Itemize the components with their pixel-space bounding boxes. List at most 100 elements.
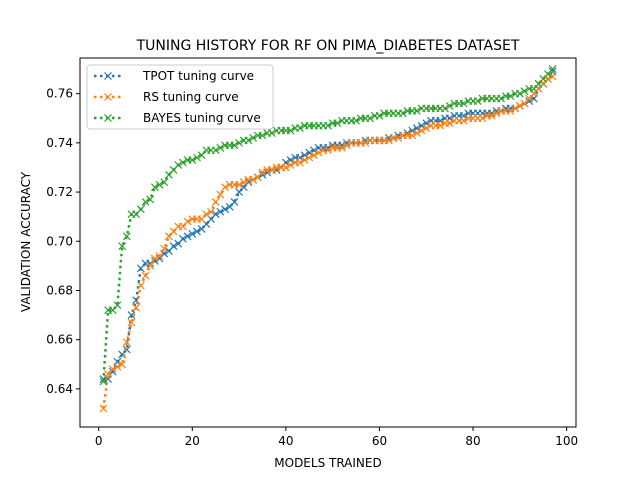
- data-point: [398, 109, 407, 118]
- data-point: [202, 210, 211, 219]
- x-tick-label: 80: [465, 434, 480, 448]
- series-2: [99, 65, 557, 386]
- data-point: [249, 134, 258, 142]
- data-point: [132, 303, 141, 312]
- data-point: [342, 141, 351, 150]
- legend-label: RS tuning curve: [143, 90, 239, 104]
- data-point: [361, 138, 370, 147]
- data-point: [188, 156, 197, 165]
- data-point: [506, 92, 515, 101]
- y-axis-label: VALIDATION ACCURACY: [19, 171, 33, 312]
- x-tick-label: 0: [95, 434, 103, 448]
- data-point: [108, 365, 117, 374]
- data-point: [127, 311, 136, 319]
- data-point: [221, 183, 229, 192]
- data-point: [324, 146, 332, 155]
- data-point: [113, 362, 122, 371]
- data-point: [473, 97, 482, 105]
- data-point: [216, 207, 225, 216]
- legend-label: BAYES tuning curve: [143, 111, 261, 125]
- data-point: [324, 121, 332, 130]
- data-point: [113, 301, 122, 310]
- data-point: [160, 244, 169, 253]
- data-point: [300, 156, 309, 165]
- data-point: [146, 261, 155, 270]
- x-tick-label: 100: [555, 434, 578, 448]
- data-point: [445, 102, 454, 110]
- data-point: [216, 143, 225, 152]
- data-point: [258, 131, 267, 140]
- data-point: [412, 129, 421, 137]
- x-axis-label: MODELS TRAINED: [274, 456, 381, 470]
- data-point: [459, 99, 468, 108]
- data-point: [136, 205, 145, 214]
- data-point: [193, 153, 201, 162]
- x-tick-label: 20: [185, 434, 200, 448]
- data-point: [127, 318, 136, 327]
- legend-box: [86, 64, 274, 130]
- data-point: [492, 109, 501, 118]
- data-point: [174, 161, 183, 169]
- data-point: [211, 210, 220, 219]
- data-point: [459, 116, 468, 125]
- data-point: [366, 114, 375, 123]
- legend-entry: TPOT tuning curve: [94, 69, 254, 83]
- data-point: [122, 345, 131, 354]
- legend-entry: RS tuning curve: [94, 90, 239, 104]
- data-point: [267, 166, 276, 174]
- x-tick-label: 40: [278, 434, 293, 448]
- data-point: [296, 158, 304, 167]
- data-point: [417, 126, 426, 135]
- y-tick-label: 0.74: [46, 136, 73, 150]
- data-point: [286, 161, 295, 169]
- data-point: [155, 252, 164, 260]
- axes-frame: [79, 57, 577, 428]
- data-point: [520, 87, 529, 96]
- x-tick-label: 60: [372, 434, 387, 448]
- data-point: [118, 242, 127, 251]
- data-point: [146, 195, 155, 204]
- legend-swatch-marker: [104, 114, 112, 122]
- data-point: [478, 114, 487, 123]
- data-point: [230, 141, 239, 150]
- data-point: [515, 89, 524, 98]
- data-point: [150, 254, 159, 263]
- data-point: [211, 146, 220, 155]
- data-point: [179, 234, 187, 243]
- data-point: [122, 338, 131, 347]
- data-point: [258, 168, 267, 177]
- legend-label: TPOT tuning curve: [142, 69, 254, 83]
- series-1: [99, 72, 557, 413]
- legend-entry: BAYES tuning curve: [94, 111, 261, 125]
- data-point: [188, 229, 197, 238]
- data-point: [506, 106, 515, 115]
- data-point: [394, 134, 403, 142]
- data-point: [314, 148, 323, 157]
- legend-swatch-marker: [104, 93, 112, 101]
- data-point: [267, 129, 276, 137]
- y-tick-label: 0.66: [46, 333, 73, 347]
- data-point: [99, 377, 108, 386]
- data-point: [408, 131, 417, 140]
- data-point: [211, 197, 220, 206]
- data-point: [141, 271, 150, 280]
- y-tick-label: 0.68: [46, 283, 73, 297]
- data-point: [99, 404, 108, 413]
- data-point: [235, 180, 244, 189]
- legend: TPOT tuning curve RS tuning curve BAYES tu…: [86, 64, 274, 130]
- data-point: [221, 205, 229, 214]
- y-tick-label: 0.64: [46, 382, 73, 396]
- y-tick-label: 0.70: [46, 234, 73, 248]
- data-point: [136, 281, 145, 290]
- data-point: [118, 360, 127, 369]
- data-point: [548, 72, 557, 81]
- data-point: [445, 119, 454, 128]
- data-point: [296, 124, 304, 133]
- data-point: [169, 242, 178, 251]
- data-point: [183, 217, 192, 226]
- data-point: [183, 232, 192, 241]
- data-point: [160, 178, 169, 187]
- y-tick-label: 0.76: [46, 87, 73, 101]
- data-point: [511, 104, 520, 113]
